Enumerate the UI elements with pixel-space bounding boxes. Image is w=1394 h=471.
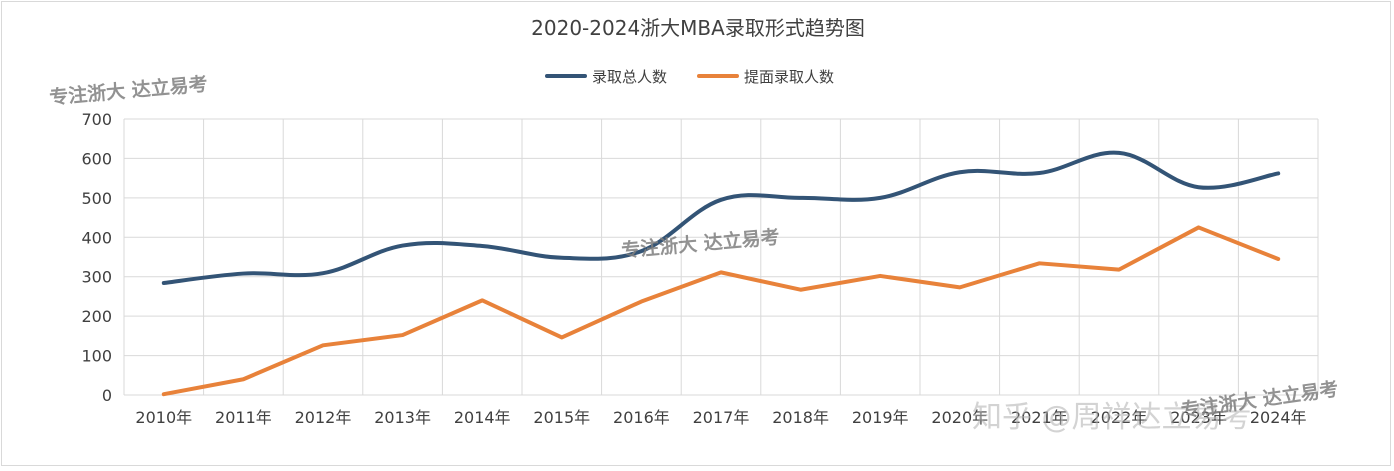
x-tick-label: 2015年 <box>533 408 590 427</box>
chart-title: 2020-2024浙大MBA录取形式趋势图 <box>531 16 865 40</box>
x-tick-label: 2018年 <box>772 408 829 427</box>
x-tick-label: 2010年 <box>135 408 192 427</box>
x-tick-label: 2012年 <box>295 408 352 427</box>
series-lines <box>164 153 1278 395</box>
x-tick-label: 2017年 <box>693 408 750 427</box>
y-tick-label: 300 <box>81 268 112 287</box>
y-tick-label: 200 <box>81 307 112 326</box>
legend: 录取总人数 提面录取人数 <box>547 68 834 86</box>
y-tick-label: 0 <box>102 386 112 405</box>
y-tick-label: 500 <box>81 189 112 208</box>
x-tick-label: 2019年 <box>852 408 909 427</box>
x-tick-label: 2014年 <box>454 408 511 427</box>
y-tick-label: 700 <box>81 110 112 129</box>
series-line-0 <box>164 153 1278 283</box>
legend-label-interview: 提面录取人数 <box>744 68 834 86</box>
y-axis-ticks: 0 100 200 300 400 500 600 700 <box>81 110 112 405</box>
y-tick-label: 100 <box>81 347 112 366</box>
watermark-corner: 专注浙大 达立易考 <box>48 72 208 109</box>
watermark-center: 专注浙大 达立易考 <box>620 225 780 262</box>
x-tick-label: 2016年 <box>613 408 670 427</box>
x-tick-label: 2011年 <box>215 408 272 427</box>
legend-label-total: 录取总人数 <box>592 68 667 86</box>
y-tick-label: 400 <box>81 228 112 247</box>
x-tick-label: 2013年 <box>374 408 431 427</box>
y-tick-label: 600 <box>81 149 112 168</box>
